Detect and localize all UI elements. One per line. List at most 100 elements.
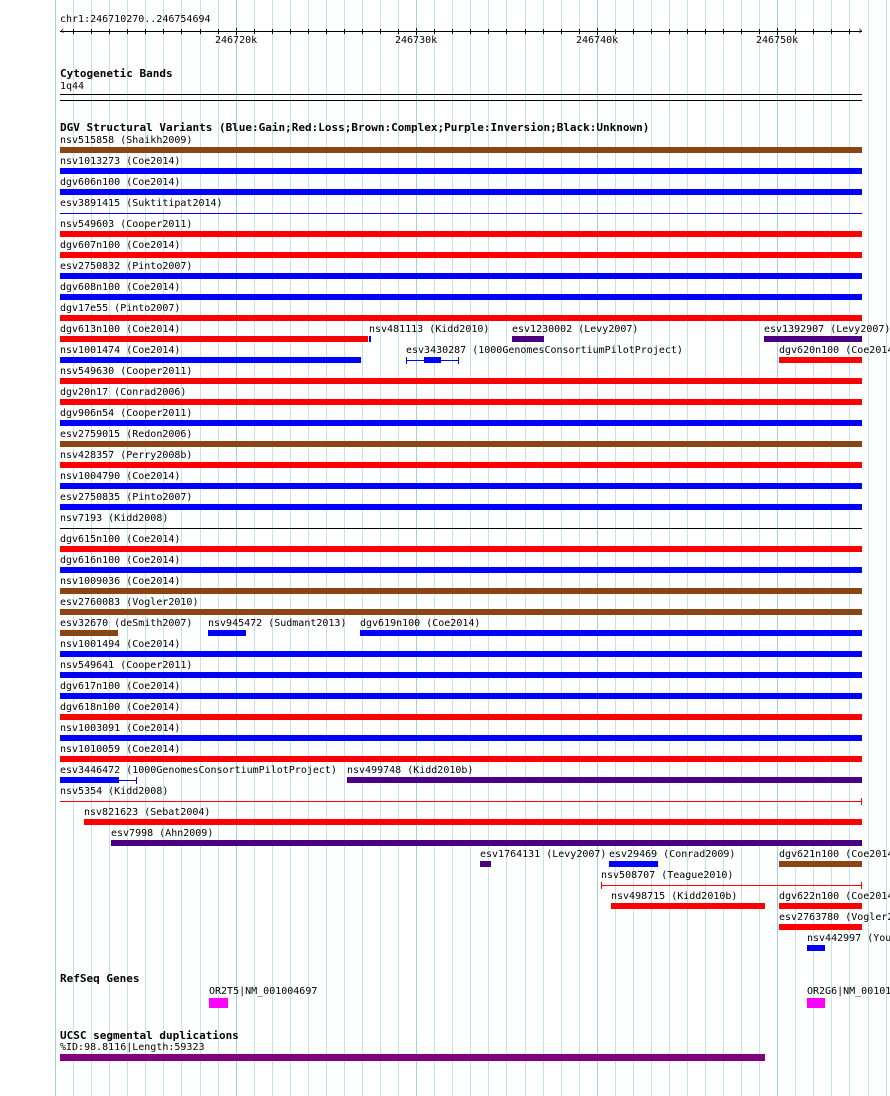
variant-label[interactable]: esv2759015 (Redon2006) xyxy=(60,429,193,440)
variant-line[interactable] xyxy=(60,213,862,214)
variant-label[interactable]: dgv619n100 (Coe2014) xyxy=(360,618,481,629)
variant-label[interactable]: esv3446472 (1000GenomesConsortiumPilotPr… xyxy=(60,765,337,776)
variant-bar[interactable] xyxy=(60,504,862,510)
variant-label[interactable]: dgv607n100 (Coe2014) xyxy=(60,240,181,251)
gene-label[interactable]: OR2G6|NM_001013 xyxy=(807,986,890,997)
variant-label[interactable]: dgv608n100 (Coe2014) xyxy=(60,282,181,293)
variant-bar[interactable] xyxy=(60,756,862,762)
variant-bar[interactable] xyxy=(111,840,862,846)
variant-label[interactable]: esv3891415 (Suktitipat2014) xyxy=(60,198,223,209)
variant-bar[interactable] xyxy=(60,315,862,321)
cytoband-bar[interactable] xyxy=(60,94,862,95)
variant-bar[interactable] xyxy=(60,693,862,699)
variant-label[interactable]: esv2750835 (Pinto2007) xyxy=(60,492,193,503)
variant-label[interactable]: dgv617n100 (Coe2014) xyxy=(60,681,181,692)
variant-bar[interactable] xyxy=(60,336,368,342)
variant-label[interactable]: dgv620n100 (Coe2014) xyxy=(779,345,890,356)
variant-bar[interactable] xyxy=(480,861,491,867)
variant-bar[interactable] xyxy=(360,630,862,636)
variant-label[interactable]: nsv7193 (Kidd2008) xyxy=(60,513,169,524)
variant-bar[interactable] xyxy=(84,819,862,825)
variant-bar[interactable] xyxy=(208,630,246,636)
variant-bar[interactable] xyxy=(60,714,862,720)
variant-bar[interactable] xyxy=(369,336,371,342)
variant-bar[interactable] xyxy=(60,147,862,153)
variant-label[interactable]: nsv549603 (Cooper2011) xyxy=(60,219,193,230)
gene-box[interactable] xyxy=(807,998,825,1008)
variant-label[interactable]: dgv616n100 (Coe2014) xyxy=(60,555,181,566)
variant-bar[interactable] xyxy=(60,252,862,258)
variant-label[interactable]: nsv1001474 (Coe2014) xyxy=(60,345,181,356)
variant-bar[interactable] xyxy=(60,483,862,489)
variant-bar[interactable] xyxy=(424,357,441,363)
variant-label[interactable]: nsv549641 (Cooper2011) xyxy=(60,660,193,671)
cytoband-label[interactable]: 1q44 xyxy=(60,81,85,92)
variant-bar[interactable] xyxy=(60,399,862,405)
variant-label[interactable]: dgv613n100 (Coe2014) xyxy=(60,324,181,335)
variant-label[interactable]: nsv481113 (Kidd2010) xyxy=(369,324,490,335)
variant-bar[interactable] xyxy=(60,630,118,636)
variant-label[interactable]: nsv1004790 (Coe2014) xyxy=(60,471,181,482)
variant-label[interactable]: nsv1010059 (Coe2014) xyxy=(60,744,181,755)
variant-label[interactable]: dgv906n54 (Cooper2011) xyxy=(60,408,193,419)
variant-label[interactable]: nsv508707 (Teague2010) xyxy=(601,870,734,881)
variant-bar[interactable] xyxy=(60,273,862,279)
variant-bar[interactable] xyxy=(779,861,862,867)
variant-label[interactable]: esv7998 (Ahn2009) xyxy=(111,828,214,839)
variant-bar[interactable] xyxy=(779,903,862,909)
variant-label[interactable]: esv1392907 (Levy2007) xyxy=(764,324,890,335)
variant-bar[interactable] xyxy=(611,903,765,909)
variant-label[interactable]: nsv1001494 (Coe2014) xyxy=(60,639,181,650)
variant-label[interactable]: esv1230002 (Levy2007) xyxy=(512,324,639,335)
variant-label[interactable]: dgv20n17 (Conrad2006) xyxy=(60,387,187,398)
variant-bar[interactable] xyxy=(60,651,862,657)
variant-bar[interactable] xyxy=(779,357,862,363)
scroll-right-arrow-icon[interactable]: › xyxy=(857,24,864,37)
variant-bar[interactable] xyxy=(60,357,361,363)
variant-bar[interactable] xyxy=(60,546,862,552)
variant-label[interactable]: esv3430287 (1000GenomesConsortiumPilotPr… xyxy=(406,345,683,356)
variant-bar[interactable] xyxy=(60,462,862,468)
variant-label[interactable]: dgv622n100 (Coe2014) xyxy=(779,891,890,902)
variant-label[interactable]: esv2750832 (Pinto2007) xyxy=(60,261,193,272)
variant-label[interactable]: nsv821623 (Sebat2004) xyxy=(84,807,211,818)
segdup-bar[interactable] xyxy=(60,1054,765,1061)
variant-bar[interactable] xyxy=(60,294,862,300)
variant-label[interactable]: dgv618n100 (Coe2014) xyxy=(60,702,181,713)
variant-bar[interactable] xyxy=(60,441,862,447)
segdup-label[interactable]: %ID:98.8116|Length:59323 xyxy=(60,1042,205,1053)
variant-label[interactable]: esv2760083 (Vogler2010) xyxy=(60,597,199,608)
variant-label[interactable]: nsv428357 (Perry2008b) xyxy=(60,450,193,461)
variant-label[interactable]: nsv549630 (Cooper2011) xyxy=(60,366,193,377)
variant-label[interactable]: nsv515858 (Shaikh2009) xyxy=(60,135,193,146)
variant-line[interactable] xyxy=(601,885,862,886)
variant-bar[interactable] xyxy=(60,168,862,174)
variant-label[interactable]: nsv1013273 (Coe2014) xyxy=(60,156,181,167)
variant-bar[interactable] xyxy=(60,231,862,237)
variant-bar[interactable] xyxy=(764,336,862,342)
variant-bar[interactable] xyxy=(60,777,119,783)
variant-bar[interactable] xyxy=(60,609,862,615)
scroll-left-arrow-icon[interactable]: ‹ xyxy=(59,24,66,37)
variant-bar[interactable] xyxy=(60,567,862,573)
variant-line[interactable] xyxy=(60,528,862,529)
variant-bar[interactable] xyxy=(60,588,862,594)
variant-label[interactable]: nsv1003091 (Coe2014) xyxy=(60,723,181,734)
variant-bar[interactable] xyxy=(347,777,862,783)
variant-label[interactable]: nsv1009036 (Coe2014) xyxy=(60,576,181,587)
variant-label[interactable]: esv29469 (Conrad2009) xyxy=(609,849,736,860)
variant-label[interactable]: dgv606n100 (Coe2014) xyxy=(60,177,181,188)
variant-label[interactable]: dgv615n100 (Coe2014) xyxy=(60,534,181,545)
gene-label[interactable]: OR2T5|NM_001004697 xyxy=(209,986,318,997)
variant-label[interactable]: nsv945472 (Sudmant2013) xyxy=(208,618,347,629)
variant-bar[interactable] xyxy=(60,378,862,384)
variant-label[interactable]: nsv442997 (Youn xyxy=(807,933,890,944)
variant-bar[interactable] xyxy=(807,945,825,951)
variant-label[interactable]: nsv498715 (Kidd2010b) xyxy=(611,891,738,902)
variant-bar[interactable] xyxy=(60,189,862,195)
variant-label[interactable]: nsv499748 (Kidd2010b) xyxy=(347,765,474,776)
variant-bar[interactable] xyxy=(779,924,862,930)
variant-bar[interactable] xyxy=(60,672,862,678)
variant-line[interactable] xyxy=(60,801,862,802)
variant-label[interactable]: dgv621n100 (Coe2014) xyxy=(779,849,890,860)
